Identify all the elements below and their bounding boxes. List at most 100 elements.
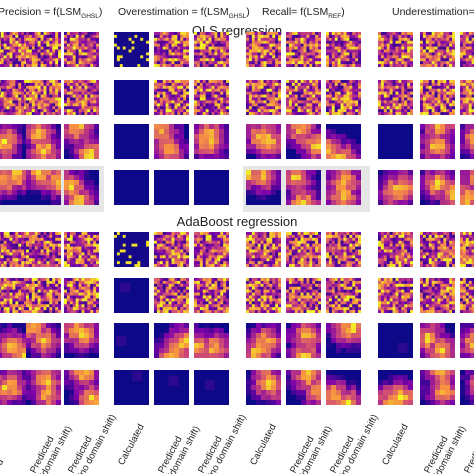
heatmap-tile <box>246 124 281 159</box>
x-label-line1: Calculated <box>116 422 147 468</box>
heatmap-tile <box>194 370 229 405</box>
heatmap-tile <box>114 370 149 405</box>
heatmap-tile <box>154 278 189 313</box>
heatmap-tile <box>378 323 413 358</box>
heatmap-tile <box>154 124 189 159</box>
heatmap-tile <box>286 80 321 115</box>
heatmap-tile <box>64 124 99 159</box>
heatmap-tile <box>26 323 61 358</box>
heatmap-tile <box>154 32 189 67</box>
x-label: Calculated <box>380 422 411 467</box>
x-label-line1: Predicted <box>462 434 474 474</box>
x-label: Predicted(no domain shift) <box>328 408 381 474</box>
x-label: Predicted (domain shift) <box>156 419 202 474</box>
heatmap-tile <box>26 80 61 115</box>
heatmap-tile <box>154 370 189 405</box>
heatmap-tile <box>26 370 61 405</box>
heatmap-tile <box>194 32 229 67</box>
heatmap-tile <box>26 124 61 159</box>
heatmap-tile <box>64 232 99 267</box>
x-label: Predicted (domain shift) <box>422 419 468 474</box>
heatmap-tile <box>420 278 455 313</box>
x-label: Calculated <box>116 422 147 467</box>
x-label-line1: Calculated <box>248 422 279 468</box>
heatmap-tile <box>114 278 149 313</box>
heatmap-tile <box>154 232 189 267</box>
heatmap-tile <box>26 278 61 313</box>
column-title-overestimation: Overestimation = f(LSMGHSL) <box>118 6 250 21</box>
heatmap-tile <box>114 323 149 358</box>
column-title-recall: Recall= f(LSMREF) <box>262 6 345 21</box>
section-title-adaboost: AdaBoost regression <box>176 214 298 229</box>
x-label: Predicted(no domain shift) <box>462 408 474 474</box>
heatmap-tile <box>64 278 99 313</box>
heatmap-tile <box>246 232 281 267</box>
x-label: Predicted(no domain shift) <box>196 408 249 474</box>
heatmap-tile <box>154 323 189 358</box>
heatmap-tile <box>420 32 455 67</box>
heatmap-tile <box>0 170 27 205</box>
heatmap-tile <box>420 170 455 205</box>
heatmap-tile <box>286 232 321 267</box>
heatmap-tile <box>246 278 281 313</box>
heatmap-tile <box>326 32 361 67</box>
heatmap-tile <box>154 80 189 115</box>
heatmap-tile <box>326 278 361 313</box>
heatmap-tile <box>420 124 455 159</box>
heatmap-tile <box>378 80 413 115</box>
heatmap-tile <box>114 232 149 267</box>
heatmap-tile <box>194 170 229 205</box>
heatmap-tile <box>0 323 27 358</box>
heatmap-tile <box>246 170 281 205</box>
heatmap-tile <box>420 232 455 267</box>
heatmap-tile <box>64 170 99 205</box>
x-label-line1: d <box>0 457 7 468</box>
heatmap-tile <box>194 232 229 267</box>
heatmap-tile <box>378 32 413 67</box>
heatmap-tile <box>286 124 321 159</box>
heatmap-tile <box>460 370 474 405</box>
column-title-underestimation: Underestimation= f(L <box>392 6 474 18</box>
heatmap-tile <box>326 170 361 205</box>
heatmap-tile <box>0 80 27 115</box>
heatmap-tile <box>460 80 474 115</box>
heatmap-tile <box>420 80 455 115</box>
heatmap-tile <box>0 232 27 267</box>
heatmap-tile <box>460 170 474 205</box>
heatmap-tile <box>378 232 413 267</box>
heatmap-tile <box>378 278 413 313</box>
heatmap-tile <box>194 278 229 313</box>
heatmap-tile <box>286 278 321 313</box>
heatmap-tile <box>326 232 361 267</box>
heatmap-tile <box>114 80 149 115</box>
heatmap-tile <box>378 170 413 205</box>
heatmap-tile <box>0 32 27 67</box>
heatmap-tile <box>64 323 99 358</box>
heatmap-tile <box>0 124 27 159</box>
heatmap-tile <box>114 170 149 205</box>
heatmap-tile <box>460 124 474 159</box>
heatmap-tile <box>0 370 27 405</box>
heatmap-tile <box>420 323 455 358</box>
heatmap-tile <box>0 278 27 313</box>
heatmap-tile <box>326 80 361 115</box>
x-label: d <box>0 457 6 467</box>
column-title-precision: Precision = f(LSMGHSL) <box>0 6 103 21</box>
heatmap-tile <box>286 32 321 67</box>
heatmap-tile <box>286 370 321 405</box>
heatmap-tile <box>194 80 229 115</box>
heatmap-tile <box>460 323 474 358</box>
heatmap-tile <box>114 32 149 67</box>
heatmap-tile <box>64 32 99 67</box>
heatmap-tile <box>154 170 189 205</box>
heatmap-tile <box>460 232 474 267</box>
x-label: Predicted (domain shift) <box>288 419 334 474</box>
heatmap-tile <box>26 32 61 67</box>
heatmap-tile <box>326 323 361 358</box>
heatmap-tile <box>194 124 229 159</box>
heatmap-tile <box>114 124 149 159</box>
heatmap-tile <box>64 370 99 405</box>
heatmap-tile <box>286 323 321 358</box>
heatmap-tile <box>378 124 413 159</box>
